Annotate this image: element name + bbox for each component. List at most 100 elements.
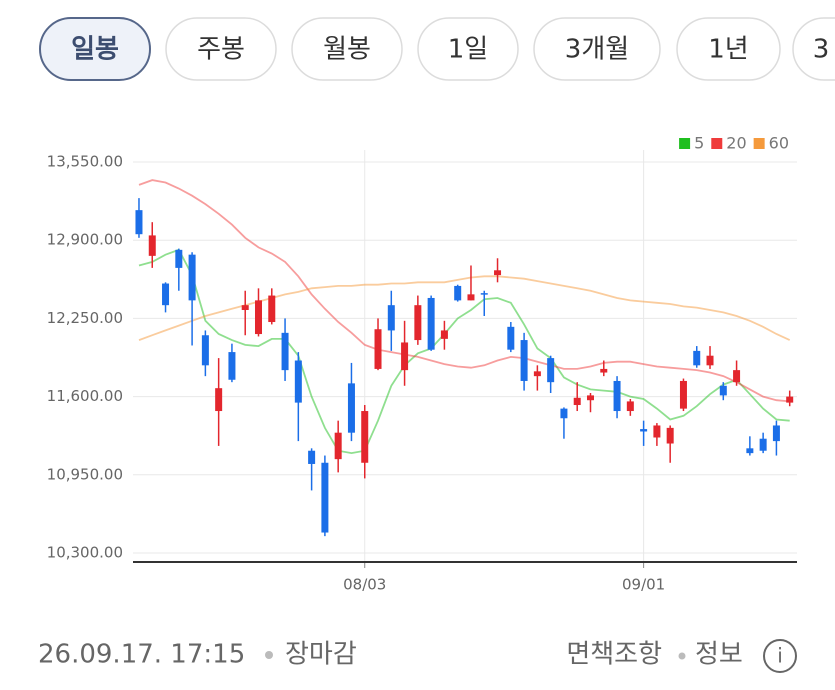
legend-swatch (711, 138, 723, 149)
tab[interactable]: 3개월 (533, 17, 661, 81)
ma-line (138, 275, 791, 341)
candle-body (507, 326, 515, 350)
candle-body (719, 385, 727, 396)
tab-label: 1년 (708, 35, 748, 65)
market-status: 장마감 (285, 640, 357, 670)
period-tabs: 일봉 주봉 월봉 1일 3개월 1년 3 (39, 17, 835, 81)
candle-body (347, 383, 355, 433)
separator-dot (678, 652, 686, 660)
y-tick-label: 12,250.00 (47, 309, 123, 327)
x-tick-label: 09/01 (622, 576, 665, 594)
candle-body (308, 450, 316, 464)
candle-body (241, 305, 249, 310)
candle-body (653, 425, 661, 438)
tab-pill (165, 17, 277, 81)
candle-body (786, 396, 794, 403)
candle-body (148, 235, 156, 256)
tab-label: 일봉 (71, 35, 119, 65)
candle-body (467, 294, 475, 301)
info-icon-text: i (777, 644, 783, 668)
tab[interactable]: 1년 (676, 17, 781, 81)
tab[interactable]: 1일 (417, 17, 519, 81)
tab-pill (291, 17, 403, 81)
legend-label: 60 (769, 134, 789, 153)
candle-body (427, 297, 435, 350)
candle-body (361, 411, 369, 463)
legend-swatch (753, 138, 765, 149)
tab-pill (676, 17, 781, 81)
candle-body (772, 425, 780, 442)
y-tick-label: 13,550.00 (47, 153, 123, 171)
tab[interactable]: 월봉 (291, 17, 403, 81)
candle-body (188, 254, 196, 301)
candle-body (454, 285, 462, 301)
candle-body (640, 429, 648, 432)
tab-pill (417, 17, 519, 81)
tab-label: 3 (813, 35, 830, 65)
tab-label: 주봉 (197, 35, 245, 65)
candle-body (334, 432, 342, 460)
tab[interactable]: 주봉 (165, 17, 277, 81)
separator-dot (265, 651, 273, 659)
candle-body (759, 438, 767, 451)
tab-label: 1일 (448, 35, 488, 65)
candle-body (547, 358, 555, 383)
candle-body (520, 340, 528, 381)
ma-line (138, 179, 790, 403)
candle-body (480, 293, 488, 295)
tab-pill (792, 17, 835, 81)
tab[interactable]: 일봉 (39, 17, 151, 81)
y-tick-label: 12,900.00 (47, 231, 123, 249)
candle-body (135, 210, 143, 235)
timestamp: 26.09.17. 17:15 (38, 640, 245, 670)
y-tick-label: 11,600.00 (47, 387, 123, 405)
info-icon[interactable] (763, 639, 797, 673)
tab[interactable]: 3 (792, 17, 835, 81)
candle-body (494, 270, 502, 276)
candle-body (414, 305, 422, 341)
y-tick-label: 10,300.00 (47, 543, 123, 561)
candle-body (175, 249, 183, 268)
info-link[interactable]: 정보 (695, 640, 743, 670)
candle-body (162, 283, 170, 306)
tab-pill (39, 17, 151, 81)
candle-body (201, 335, 209, 366)
candle-body (281, 332, 289, 371)
candle-body (294, 360, 302, 403)
candle-body (268, 295, 276, 323)
legend-swatch (679, 138, 691, 149)
candle-body (706, 355, 714, 366)
tab-label: 3개월 (565, 35, 629, 65)
candle-body (401, 342, 409, 371)
candle-body (573, 397, 581, 406)
candle-body (374, 329, 382, 369)
candle-body (679, 380, 687, 409)
candle-body (746, 448, 754, 454)
candle-body (387, 305, 395, 331)
candle-body (586, 395, 594, 401)
candle-body (254, 300, 262, 335)
disclaimer-link[interactable]: 면책조항 (566, 640, 662, 670)
candle-body (693, 350, 701, 366)
candle-body (228, 352, 236, 380)
candle-body (215, 388, 223, 412)
legend-label: 5 (694, 134, 704, 153)
candle-body (666, 427, 674, 444)
candle-body (733, 370, 741, 383)
candle-body (560, 408, 568, 419)
y-tick-label: 10,950.00 (47, 465, 123, 483)
chart: 10,300.00 10,950.00 11,600.00 12,250.00 12,9… (47, 134, 797, 594)
candle-body (613, 380, 621, 412)
tab-label: 월봉 (323, 35, 371, 65)
candle-body (600, 368, 608, 373)
x-tick-label: 08/03 (343, 576, 386, 594)
tab-pill (533, 17, 661, 81)
candle-body (626, 401, 634, 412)
candle-body (321, 462, 329, 533)
ma-line (138, 248, 790, 455)
legend-label: 20 (726, 134, 746, 153)
candle-body (533, 371, 541, 377)
candle-body (440, 330, 448, 339)
